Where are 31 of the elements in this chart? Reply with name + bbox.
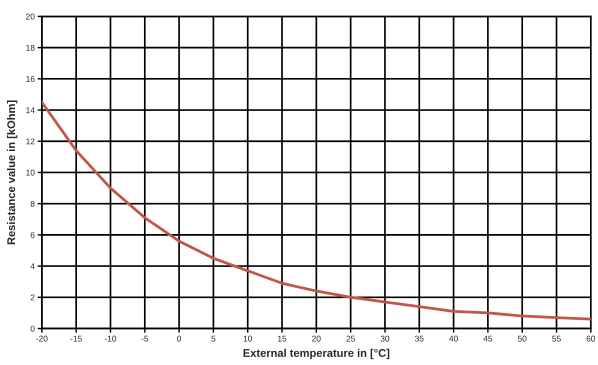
x-tick-label: 5 xyxy=(211,336,216,342)
y-tick-label: 2 xyxy=(30,294,34,300)
x-tick-label: 0 xyxy=(177,336,182,342)
x-tick-label: 10 xyxy=(244,336,252,342)
y-axis-title: Resistance value in [kOhm] xyxy=(6,100,18,244)
y-tick-label: 20 xyxy=(26,14,35,20)
x-tick-label: 45 xyxy=(483,336,492,342)
x-tick-label: 60 xyxy=(586,336,596,342)
x-tick-label: 40 xyxy=(449,336,458,342)
line-series xyxy=(42,100,591,321)
x-tick-label: -5 xyxy=(141,336,148,342)
x-tick-label: -15 xyxy=(70,336,82,342)
y-tick-label: 10 xyxy=(26,170,35,176)
y-tick-label: 12 xyxy=(26,138,34,144)
x-tick-label: 35 xyxy=(414,336,424,342)
y-tick-label: 16 xyxy=(26,76,35,82)
x-tick-label: 20 xyxy=(312,336,321,342)
x-tick-label: 55 xyxy=(552,336,561,342)
x-tick-label: -10 xyxy=(104,336,116,342)
y-tick-label: 14 xyxy=(26,107,35,114)
y-tick-label: 6 xyxy=(30,232,35,238)
x-tick-label: 15 xyxy=(278,336,286,342)
y-tick-label: 0 xyxy=(30,326,35,332)
y-tick-label: 8 xyxy=(30,200,35,207)
x-tick-label: 30 xyxy=(380,336,390,342)
y-tick-label: 4 xyxy=(30,263,35,270)
x-tick-label: -20 xyxy=(36,336,48,342)
y-tick-label: 18 xyxy=(26,44,35,51)
x-tick-label: 25 xyxy=(346,336,355,342)
x-axis-title: External temperature in [°C] xyxy=(244,348,390,360)
x-tick-label: 50 xyxy=(518,336,527,342)
